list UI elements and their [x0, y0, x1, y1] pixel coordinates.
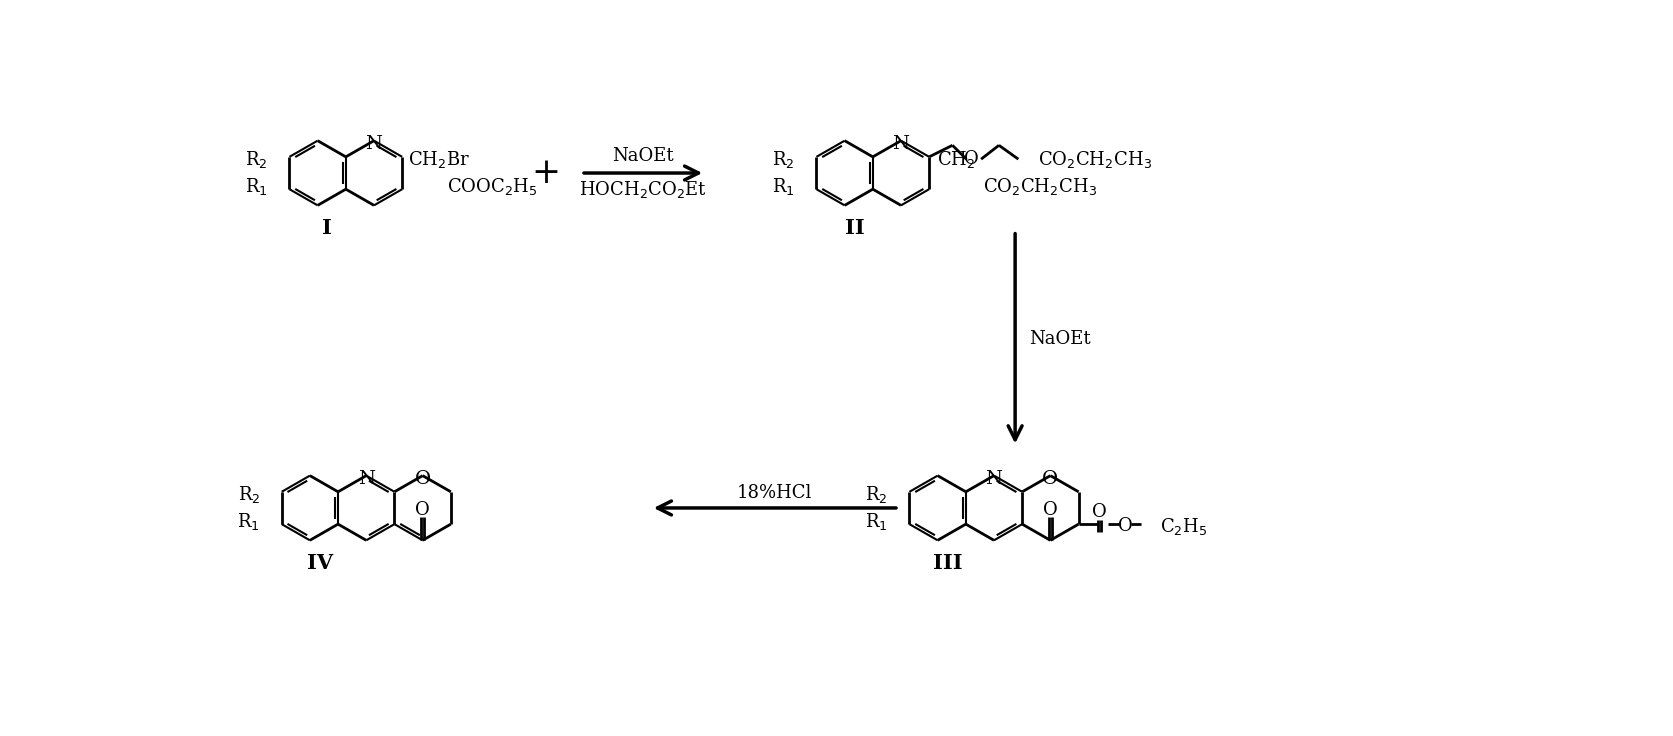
Text: NaOEt: NaOEt — [1029, 330, 1091, 347]
Text: O: O — [415, 500, 430, 518]
Text: O: O — [415, 470, 430, 488]
Text: R$_2$: R$_2$ — [246, 149, 268, 171]
Text: N: N — [358, 470, 375, 488]
Text: O: O — [964, 150, 979, 168]
Text: COOC$_2$H$_5$: COOC$_2$H$_5$ — [447, 176, 537, 197]
Text: CO$_2$CH$_2$CH$_3$: CO$_2$CH$_2$CH$_3$ — [1037, 149, 1151, 170]
Text: +: + — [532, 156, 560, 190]
Text: R$_1$: R$_1$ — [865, 511, 888, 531]
Text: R$_2$: R$_2$ — [773, 149, 795, 171]
Text: CH$_2$: CH$_2$ — [937, 149, 975, 170]
Text: CO$_2$CH$_2$CH$_3$: CO$_2$CH$_2$CH$_3$ — [984, 176, 1097, 197]
Text: HOCH$_2$CO$_2$Et: HOCH$_2$CO$_2$Et — [579, 180, 708, 200]
Text: O: O — [1042, 470, 1059, 488]
Text: O: O — [1092, 503, 1108, 521]
Text: III: III — [932, 553, 962, 573]
Text: N: N — [365, 135, 383, 153]
Text: NaOEt: NaOEt — [612, 147, 674, 165]
Text: 18%HCl: 18%HCl — [738, 484, 813, 501]
Text: I: I — [323, 219, 333, 238]
Text: R$_2$: R$_2$ — [238, 484, 259, 506]
Text: CH$_2$Br: CH$_2$Br — [408, 149, 470, 171]
Text: R$_1$: R$_1$ — [773, 176, 795, 197]
Text: O: O — [1118, 517, 1133, 536]
Text: IV: IV — [306, 553, 333, 573]
Text: II: II — [845, 219, 865, 238]
Text: N: N — [892, 135, 910, 153]
Text: R$_1$: R$_1$ — [238, 511, 259, 531]
Text: R$_2$: R$_2$ — [865, 484, 888, 506]
Text: N: N — [985, 470, 1002, 488]
Text: R$_1$: R$_1$ — [246, 176, 268, 197]
Text: O: O — [1042, 500, 1057, 518]
Text: C$_2$H$_5$: C$_2$H$_5$ — [1159, 516, 1208, 537]
